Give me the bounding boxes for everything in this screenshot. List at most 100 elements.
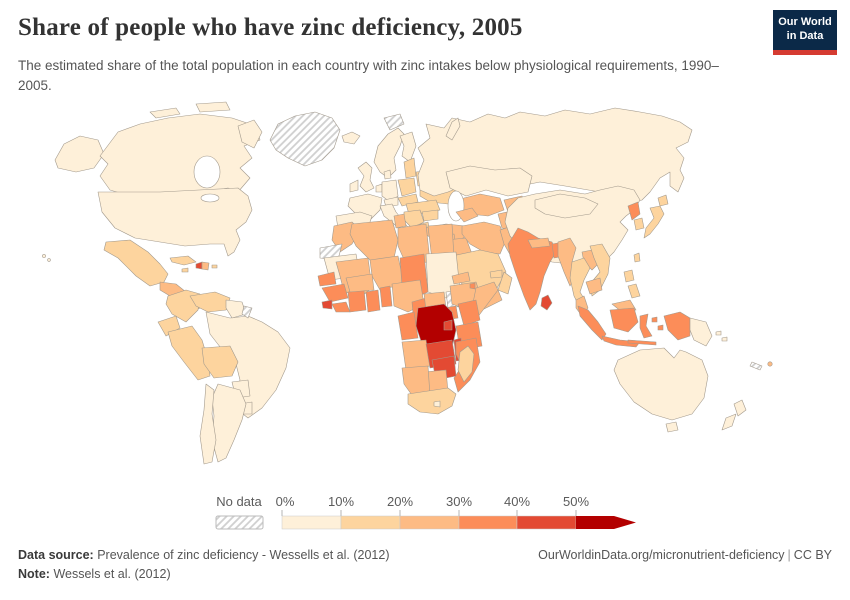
country-argentina[interactable] — [211, 383, 247, 463]
country-lesser-sunda[interactable] — [627, 339, 657, 346]
country-sri-lanka[interactable] — [540, 294, 553, 311]
country-lesotho[interactable] — [433, 400, 441, 408]
country-tunisia[interactable] — [393, 213, 407, 229]
country-java[interactable] — [601, 335, 641, 348]
legend-seg-30-40[interactable] — [458, 515, 518, 530]
country-kenya[interactable] — [457, 299, 481, 327]
country-eritrea[interactable] — [451, 271, 471, 285]
country-ireland[interactable] — [349, 179, 359, 193]
country-canada-arctic1[interactable] — [149, 107, 181, 119]
country-papua-new-guinea[interactable] — [689, 317, 713, 347]
owid-url-link[interactable]: OurWorldinData.org/micronutrient-deficie… — [538, 548, 785, 562]
country-baltics[interactable] — [403, 157, 417, 179]
country-colombia[interactable] — [165, 289, 201, 323]
country-australia[interactable] — [613, 347, 709, 421]
country-canada[interactable] — [99, 113, 261, 197]
country-tasmania[interactable] — [665, 421, 679, 433]
country-sierra-leone[interactable] — [321, 299, 333, 310]
country-kalimantan[interactable] — [609, 307, 639, 333]
country-uk[interactable] — [357, 161, 375, 193]
country-ghana[interactable] — [365, 289, 381, 313]
country-denmark[interactable] — [383, 169, 392, 180]
country-new-zealand-north[interactable] — [733, 399, 747, 417]
country-solomons1[interactable] — [715, 330, 722, 336]
country-madagascar[interactable] — [457, 345, 475, 383]
country-liberia[interactable] — [331, 301, 351, 313]
country-caucasus[interactable] — [455, 207, 479, 223]
legend-seg-40-50[interactable] — [516, 515, 577, 530]
country-cuba[interactable] — [169, 255, 197, 266]
country-sumatra[interactable] — [577, 305, 607, 341]
country-nepal[interactable] — [527, 237, 551, 249]
country-finland[interactable] — [399, 131, 417, 163]
country-poland[interactable] — [397, 177, 417, 197]
country-bolivia[interactable] — [201, 345, 239, 379]
country-cote-divoire[interactable] — [347, 289, 367, 313]
country-maluku2[interactable] — [657, 324, 664, 331]
country-cambodia[interactable] — [585, 277, 603, 295]
country-sulawesi[interactable] — [639, 313, 653, 339]
country-guyana-suriname[interactable] — [225, 299, 247, 319]
country-mexico[interactable] — [103, 239, 169, 287]
country-north-korea[interactable] — [627, 201, 641, 221]
country-alaska[interactable] — [54, 135, 105, 173]
license-label: CC BY — [793, 548, 832, 562]
country-south-africa[interactable] — [407, 387, 457, 415]
legend-no-data-swatch[interactable] — [215, 515, 264, 530]
country-venezuela[interactable] — [189, 291, 231, 313]
country-rwanda-burundi[interactable] — [443, 319, 453, 331]
country-togo-benin[interactable] — [379, 285, 393, 308]
country-burkina-faso[interactable] — [345, 273, 375, 293]
legend-tick-40: 40% — [503, 494, 531, 509]
country-uae-qatar[interactable] — [489, 269, 503, 279]
legend-seg-10-20[interactable] — [340, 515, 401, 530]
country-benelux[interactable] — [375, 183, 383, 193]
country-mongolia[interactable] — [534, 193, 599, 219]
country-philippines2[interactable] — [627, 283, 641, 299]
country-new-caledonia[interactable] — [749, 361, 763, 371]
country-maluku1[interactable] — [651, 316, 658, 323]
country-canada-arctic2[interactable] — [195, 101, 231, 113]
country-haiti[interactable] — [195, 261, 203, 270]
country-jamaica[interactable] — [181, 267, 189, 273]
country-india[interactable] — [507, 227, 557, 311]
country-peru[interactable] — [167, 325, 211, 381]
country-kazakhstan[interactable] — [445, 165, 533, 197]
country-dominican-republic[interactable] — [201, 261, 210, 271]
country-algeria[interactable] — [349, 219, 399, 263]
country-chile[interactable] — [199, 383, 217, 465]
country-oman[interactable] — [497, 271, 513, 295]
country-japan-hokkaido[interactable] — [657, 194, 669, 207]
country-puerto-rico[interactable] — [211, 264, 218, 269]
country-usa[interactable] — [97, 187, 253, 257]
country-greenland[interactable] — [269, 111, 341, 167]
owid-logo[interactable]: Our World in Data — [773, 10, 837, 55]
country-south-korea[interactable] — [633, 217, 645, 231]
country-gabon-congo[interactable] — [397, 311, 419, 341]
legend-no-data-label: No data — [216, 494, 262, 509]
country-west-papua[interactable] — [663, 311, 691, 341]
country-svalbard[interactable] — [383, 113, 405, 131]
country-taiwan[interactable] — [633, 252, 641, 263]
country-senegal[interactable] — [317, 271, 337, 287]
country-fiji[interactable] — [767, 361, 773, 367]
country-novaya-zemlya[interactable] — [445, 117, 461, 141]
country-hawaii2[interactable] — [47, 258, 51, 262]
legend-seg-0-10[interactable] — [281, 515, 342, 530]
country-japan-honshu[interactable] — [643, 205, 665, 239]
country-guinea[interactable] — [321, 283, 349, 303]
country-philippines1[interactable] — [623, 269, 635, 283]
country-canada-baffin[interactable] — [237, 119, 263, 149]
country-hawaii1[interactable] — [42, 254, 46, 258]
country-french-guiana[interactable] — [241, 305, 253, 319]
country-iceland[interactable] — [341, 131, 361, 145]
country-iran[interactable] — [461, 221, 507, 255]
legend-seg-50-plus[interactable] — [576, 516, 636, 529]
country-new-zealand-south[interactable] — [721, 413, 737, 431]
country-djibouti[interactable] — [469, 282, 476, 290]
legend-seg-20-30[interactable] — [399, 515, 460, 530]
country-bulgaria[interactable] — [421, 209, 439, 222]
country-solomons2[interactable] — [721, 336, 728, 342]
legend-ticks — [281, 510, 577, 516]
